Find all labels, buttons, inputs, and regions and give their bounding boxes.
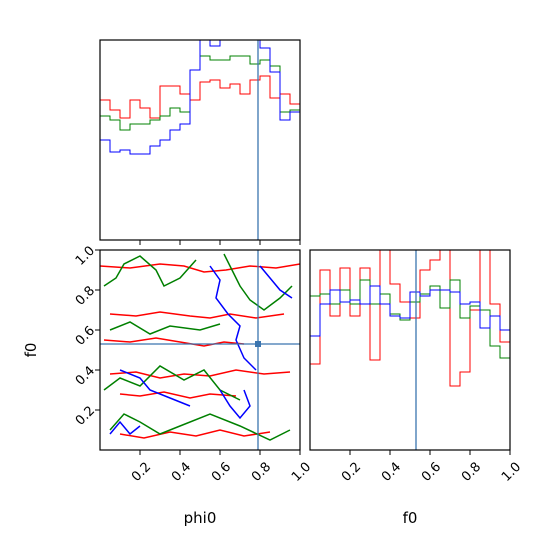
f0-y-tick-label: 1.0 bbox=[73, 243, 98, 268]
truth-point bbox=[255, 341, 261, 347]
phi0-x-tick-label: 1.0 bbox=[289, 460, 314, 485]
f0-y-tick-label: 0.2 bbox=[73, 403, 98, 428]
contour-line bbox=[109, 413, 291, 441]
phi0-histogram-series bbox=[100, 40, 300, 240]
phi0-x-tick-label: 0.4 bbox=[169, 460, 194, 485]
phi0-histogram-panel bbox=[99, 39, 301, 245]
phi0-x-tick-label: 0.8 bbox=[249, 460, 274, 485]
contour-line bbox=[103, 365, 241, 401]
phi0-histogram-series bbox=[100, 75, 300, 240]
f0-y-tick-label: 0.4 bbox=[73, 363, 98, 388]
f0-y-tick-label: 0.8 bbox=[73, 283, 98, 308]
f0-x-tick-label: 0.4 bbox=[379, 460, 404, 485]
contour-line bbox=[109, 311, 285, 319]
f0-histogram-series bbox=[310, 285, 510, 450]
f0-x-tick-label: 0.2 bbox=[339, 460, 364, 485]
x-axis-title-f0: f0 bbox=[403, 509, 418, 527]
contour-frame bbox=[99, 249, 301, 451]
contour-line bbox=[259, 265, 293, 299]
phi0-f0-contour-panel: 0.2 0.4 0.6 0.8 1.0 0.2 0.4 0.6 0.8 1.0 bbox=[73, 243, 314, 484]
contour-line bbox=[109, 420, 141, 436]
phi0-histogram-frame bbox=[99, 39, 301, 241]
f0-y-tick-label: 0.6 bbox=[73, 323, 98, 348]
contour-line bbox=[209, 265, 257, 371]
phi0-x-tick-label: 0.2 bbox=[129, 460, 154, 485]
contour-line bbox=[109, 321, 221, 335]
contour-line bbox=[223, 253, 293, 311]
y-axis-title-f0: f0 bbox=[22, 343, 40, 358]
f0-histogram-frame bbox=[309, 249, 511, 451]
contour-line bbox=[219, 389, 251, 420]
contour-line bbox=[119, 391, 237, 399]
f0-histogram-panel: 0.2 0.4 0.6 0.8 1.0 bbox=[309, 249, 524, 485]
contour-line bbox=[119, 369, 191, 407]
x-axis-title-phi0: phi0 bbox=[184, 509, 217, 527]
f0-x-tick-label: 0.6 bbox=[419, 460, 444, 485]
contour-line bbox=[119, 429, 271, 439]
contour-line bbox=[100, 263, 300, 273]
contour-line bbox=[103, 255, 197, 288]
contour-line bbox=[109, 369, 291, 379]
f0-x-tick-label: 1.0 bbox=[499, 460, 524, 485]
f0-histogram-series bbox=[310, 250, 510, 450]
contour-line bbox=[103, 337, 245, 347]
axis-labels: phi0 f0 f0 bbox=[22, 343, 417, 527]
f0-x-tick-label: 0.8 bbox=[459, 460, 484, 485]
phi0-x-tick-label: 0.6 bbox=[209, 460, 234, 485]
